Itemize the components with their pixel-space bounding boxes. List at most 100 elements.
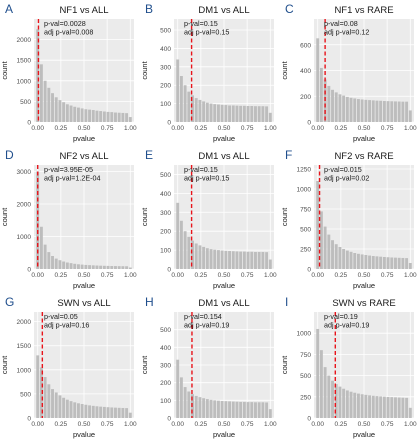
y-tick-label: 0	[27, 416, 31, 423]
histogram-bar	[88, 405, 92, 418]
y-tick-label: 0	[167, 267, 171, 274]
histogram-bar	[338, 94, 342, 122]
histogram-bar	[242, 401, 246, 418]
p-value-annotation: p-val=0.0028	[44, 19, 86, 28]
x-tick-label: 1.00	[264, 272, 277, 279]
x-tick-label: 1.00	[264, 421, 277, 428]
histogram-bar	[39, 226, 43, 269]
histogram-bar	[360, 394, 364, 418]
histogram-bar	[84, 264, 88, 269]
histogram-bar	[128, 412, 132, 418]
histogram-bar	[397, 257, 401, 269]
histogram-bar	[390, 397, 394, 418]
y-tick-label: 0	[167, 416, 171, 423]
histogram-panel-f: 0 250 500 750 1000 1250 0.00 0.25 0.50 0.75 1.00 F N…	[280, 148, 417, 290]
x-tick-label: 0.50	[218, 125, 231, 132]
y-axis-label: count	[280, 355, 289, 374]
histogram-bar	[202, 101, 206, 122]
histogram-bar	[338, 386, 342, 418]
p-value-annotation: adj p-val=0.16	[44, 321, 89, 330]
y-tick-label: 400	[300, 68, 311, 75]
histogram-bar	[198, 397, 202, 418]
y-tick-label: 400	[160, 191, 171, 198]
histogram-bar	[319, 211, 323, 269]
y-tick-label: 0	[307, 120, 311, 127]
histogram-bar	[102, 265, 106, 269]
y-tick-label: 0	[27, 120, 31, 127]
histogram-bar	[205, 399, 209, 418]
x-tick-label: 1.00	[404, 272, 417, 279]
histogram-bar	[39, 64, 43, 122]
histogram-bar	[356, 393, 360, 418]
y-tick-label: 1000	[297, 187, 312, 194]
y-tick-label: 200	[160, 83, 171, 90]
histogram-bar	[198, 245, 202, 269]
x-tick-label: 0.50	[218, 421, 231, 428]
y-tick-label: 500	[20, 391, 31, 398]
histogram-bar	[51, 93, 54, 122]
histogram-bar	[95, 110, 99, 122]
histogram-bar	[323, 226, 327, 269]
histogram-bar	[114, 266, 117, 269]
p-value-annotation: adj p-val=0.19	[324, 321, 369, 330]
histogram-bar	[99, 406, 103, 418]
histogram-bar	[382, 257, 386, 269]
histogram-bar	[84, 404, 88, 418]
x-tick-label: 0.25	[335, 272, 348, 279]
histogram-bar	[323, 367, 327, 418]
y-tick-label: 200	[160, 380, 171, 387]
histogram-bar	[239, 251, 243, 269]
y-tick-label: 0	[307, 267, 311, 274]
y-tick-label: 2000	[17, 202, 32, 209]
p-value-annotation: p-val=0.015	[324, 165, 362, 174]
histogram-bar	[91, 110, 95, 122]
histogram-bar	[110, 407, 114, 418]
histogram-bar	[106, 265, 110, 269]
x-tick-label: 0.50	[358, 421, 371, 428]
y-tick-label: 1000	[17, 367, 32, 374]
panel-letter: F	[285, 148, 292, 162]
histogram-bar	[213, 249, 217, 269]
x-tick-label: 1.00	[124, 421, 137, 428]
histogram-bar	[408, 263, 412, 269]
histogram-bar	[382, 396, 386, 418]
histogram-bar	[386, 101, 390, 122]
histogram-bar	[368, 395, 372, 418]
histogram-bar	[125, 266, 129, 269]
histogram-bar	[342, 388, 346, 418]
histogram-bar	[261, 402, 265, 418]
histogram-bar	[65, 399, 69, 418]
p-value-annotation: adj p-val=0.12	[324, 28, 369, 37]
histogram-bar	[235, 251, 239, 269]
x-tick-label: 0.00	[171, 421, 184, 428]
x-axis-label: pvalue	[213, 134, 235, 143]
histogram-bar	[331, 240, 334, 269]
histogram-bar	[69, 105, 73, 122]
x-tick-label: 0.25	[195, 125, 208, 132]
y-tick-label: 250	[300, 394, 311, 401]
x-axis-label: pvalue	[213, 281, 235, 290]
histogram-bar	[265, 402, 269, 418]
histogram-bar	[408, 110, 412, 122]
y-tick-label: 0	[167, 120, 171, 127]
histogram-bar	[110, 266, 114, 269]
histogram-bar	[257, 106, 261, 122]
histogram-bar	[36, 29, 40, 122]
x-axis-label: pvalue	[73, 134, 95, 143]
p-value-annotation: adj p-val=0.15	[184, 174, 229, 183]
chart-title: SWN vs RARE	[332, 298, 395, 309]
y-axis-label: count	[0, 207, 9, 226]
y-tick-label: 1500	[17, 58, 32, 65]
histogram-bar	[39, 367, 43, 418]
histogram-bar	[235, 105, 239, 122]
histogram-bar	[356, 99, 360, 122]
histogram-bar	[360, 254, 364, 269]
chart-title: DM1 vs ALL	[198, 5, 249, 16]
histogram-bar	[250, 105, 254, 122]
histogram-bar	[405, 397, 409, 418]
panel-letter: D	[5, 148, 14, 162]
histogram-bar	[84, 109, 88, 122]
x-tick-label: 0.00	[31, 421, 44, 428]
y-axis-label: count	[140, 207, 149, 226]
